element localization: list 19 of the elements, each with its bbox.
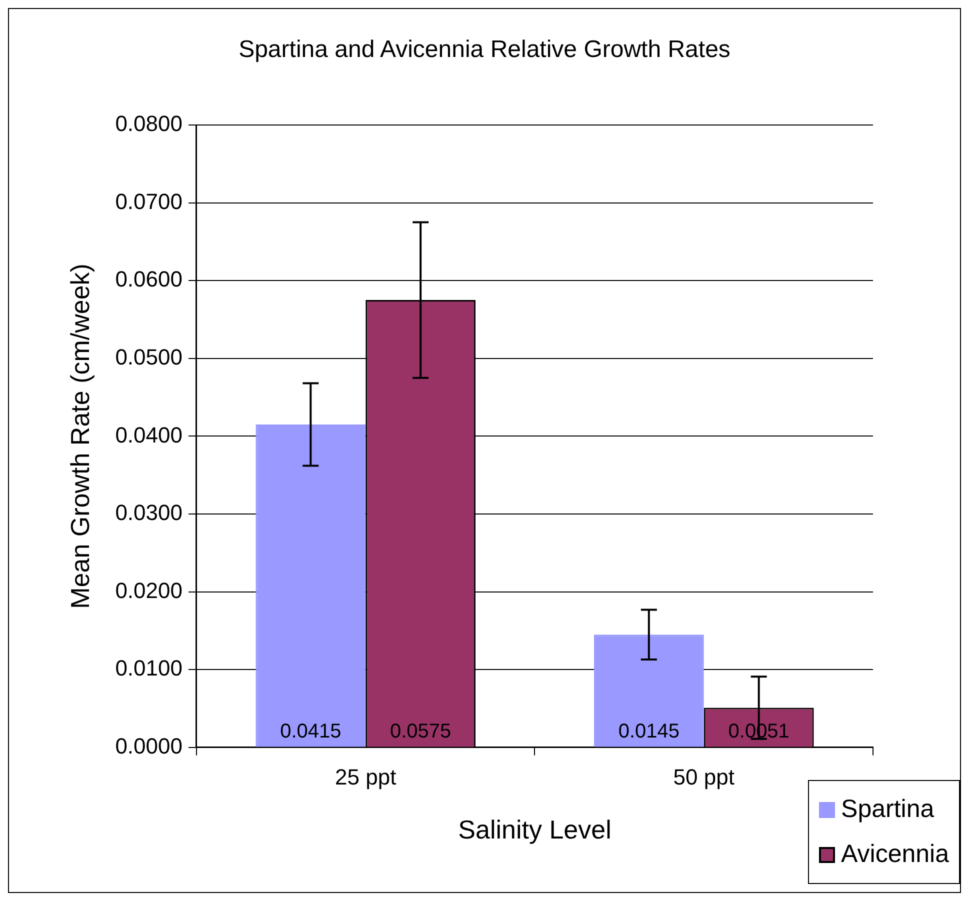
chart-title: Spartina and Avicennia Relative Growth Rates [238,36,732,64]
data-label: 0.0415 [280,720,342,742]
y-tick-label: 0.0800 [115,111,182,136]
y-tick-label: 0.0700 [115,188,182,214]
legend-label: Avicennia [841,840,949,869]
data-label: 0.0575 [390,720,452,742]
x-axis-title: Salinity Level [458,814,612,845]
y-tick-label: 0.0200 [115,578,182,603]
y-tick-label: 0.0000 [115,733,182,758]
y-tick-label: 0.0300 [115,500,182,526]
legend-label: Spartina [841,795,934,824]
x-tick-label: 25 ppt [335,764,396,790]
y-tick-label: 0.0100 [115,656,182,681]
x-tick-label: 50 ppt [673,764,734,790]
y-tick-label: 0.0500 [115,344,182,370]
y-tick-label: 0.0400 [115,422,182,448]
data-label: 0.0145 [618,720,680,742]
y-axis-title: Mean Growth Rate (cm/week) [64,264,95,609]
y-tick-label: 0.0600 [115,266,182,292]
